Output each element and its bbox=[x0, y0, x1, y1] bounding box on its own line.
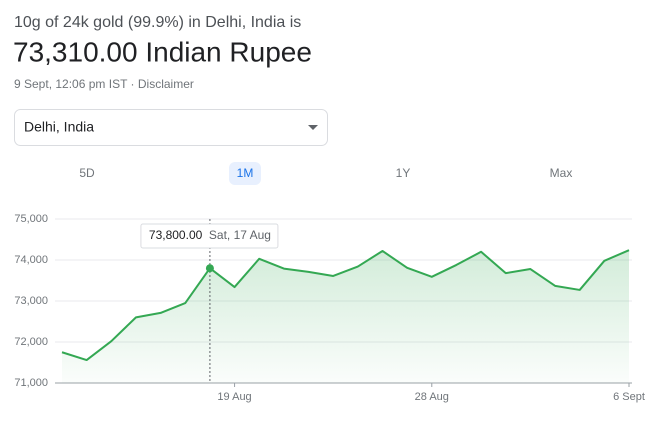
x-tick-label: 6 Sept bbox=[613, 391, 645, 403]
price: 73,310.00 Indian Rupee bbox=[13, 36, 312, 67]
disclaimer-link[interactable]: Disclaimer bbox=[138, 77, 194, 91]
tab[interactable]: Max bbox=[550, 166, 573, 180]
query: 10g of 24k gold (99.9%) in Delhi, India … bbox=[14, 14, 301, 31]
hover-dot bbox=[205, 264, 214, 273]
x-tick-label: 28 Aug bbox=[415, 391, 449, 403]
y-tick-label: 71,000 bbox=[14, 377, 48, 389]
tooltip-value: 73,800.00 bbox=[149, 228, 203, 242]
line bbox=[61, 249, 630, 362]
location-select[interactable] bbox=[14, 109, 328, 146]
tabs: 5D 1M 1Y Max bbox=[79, 162, 572, 185]
dropdown-arrow bbox=[308, 125, 318, 130]
separator: · bbox=[131, 77, 135, 91]
tooltip-date: Sat, 17 Aug bbox=[209, 228, 271, 242]
timestamp-line: 9 Sept, 12:06 pm IST · Disclaimer bbox=[14, 77, 194, 91]
location-value: Delhi, India bbox=[24, 119, 94, 135]
tab[interactable]: 1M bbox=[237, 166, 254, 180]
y-tick-label: 72,000 bbox=[14, 336, 48, 348]
tooltip-box bbox=[140, 223, 279, 249]
y-tick-label: 73,000 bbox=[14, 295, 48, 307]
timestamp: 9 Sept, 12:06 pm IST bbox=[14, 77, 128, 91]
x-tick-label: 19 Aug bbox=[217, 391, 251, 403]
tab[interactable]: 1Y bbox=[396, 166, 411, 180]
tab[interactable]: 5D bbox=[79, 166, 95, 180]
area bbox=[62, 250, 629, 383]
y-tick-label: 74,000 bbox=[14, 254, 48, 266]
chart: 71,000 72,000 73,000 74,000 75,000 19 Aug 28 A… bbox=[14, 213, 645, 403]
active-tab-bg bbox=[229, 162, 261, 185]
y-tick-label: 75,000 bbox=[14, 213, 48, 225]
